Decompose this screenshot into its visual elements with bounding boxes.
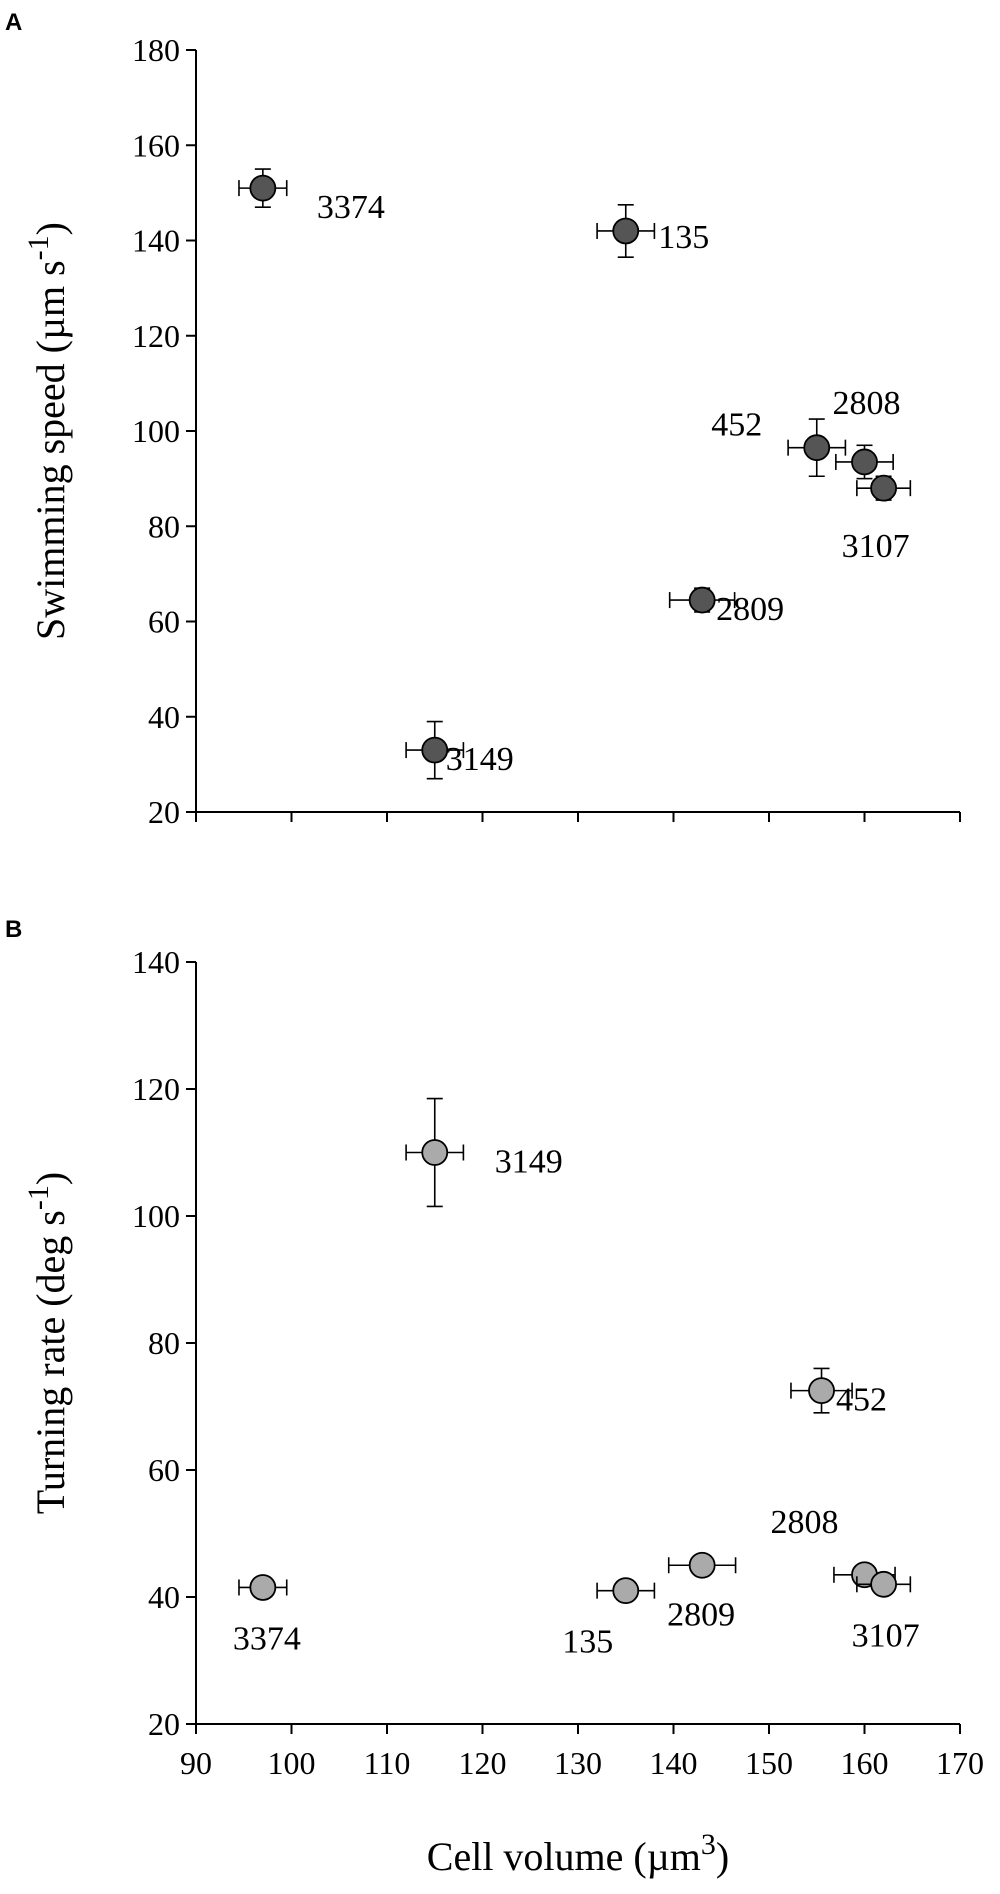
data-point-3107: 3107 <box>842 474 912 565</box>
y-tick-label: 60 <box>148 1452 180 1488</box>
point-label: 3374 <box>233 1620 301 1657</box>
data-point-2808: 2808 <box>771 1504 896 1589</box>
scatter-marker <box>870 1570 897 1598</box>
data-point-135: 135 <box>562 1577 656 1661</box>
point-label: 3374 <box>317 189 385 226</box>
x-axis-title: Cell volume (µm3) <box>427 1828 729 1879</box>
y-axis-title: Swimming speed (µm s-1) <box>22 222 73 640</box>
x-tick-label: 150 <box>745 1745 793 1781</box>
y-tick-label: 160 <box>132 127 180 163</box>
scatter-marker <box>421 736 449 764</box>
y-tick-label: 180 <box>132 32 180 68</box>
y-tick-label: 140 <box>132 944 180 980</box>
scatter-marker <box>851 448 878 476</box>
scatter-marker <box>803 434 831 462</box>
point-label: 135 <box>562 1624 613 1661</box>
point-label: 2808 <box>833 385 901 422</box>
x-tick-label: 130 <box>554 1745 602 1781</box>
point-label: 2808 <box>771 1504 839 1541</box>
data-point-2809: 2809 <box>667 1551 737 1633</box>
y-tick-label: 80 <box>148 508 180 544</box>
point-label: 452 <box>711 407 762 444</box>
point-label: 3107 <box>852 1617 920 1654</box>
scatter-marker <box>870 474 897 502</box>
point-label: 3107 <box>842 528 910 565</box>
panel-b: B 20 40 60 80 100 120 140 90 100 110 120 130 140 150 16… <box>5 916 984 1879</box>
scatter-marker <box>612 1577 640 1605</box>
x-tick-label: 110 <box>364 1745 411 1781</box>
data-point-452: 452 <box>711 407 847 478</box>
data-point-3149: 3149 <box>405 1097 563 1208</box>
y-tick-label: 140 <box>132 223 180 259</box>
y-tick-label: 80 <box>148 1325 180 1361</box>
x-tick-label: 140 <box>650 1745 698 1781</box>
panel-letter: A <box>5 9 22 36</box>
data-point-2808: 2808 <box>833 385 901 480</box>
y-axis-title: Turning rate (deg s-1) <box>22 1172 73 1514</box>
data-point-452: 452 <box>790 1367 887 1419</box>
point-label: 135 <box>658 219 709 256</box>
data-point-3374: 3374 <box>233 1574 301 1657</box>
data-point-2809: 2809 <box>668 586 784 628</box>
y-tick-label: 40 <box>148 1579 180 1615</box>
x-tick-label: 160 <box>841 1745 889 1781</box>
scatter-marker <box>612 217 640 245</box>
scatter-marker <box>249 174 277 202</box>
y-tick-label: 40 <box>148 699 180 735</box>
data-point-135: 135 <box>596 203 709 258</box>
data-point-3374: 3374 <box>238 168 385 226</box>
point-label: 452 <box>836 1382 887 1419</box>
x-tick-label: 170 <box>936 1745 984 1781</box>
data-point-3149: 3149 <box>405 720 514 780</box>
point-label: 3149 <box>446 741 514 778</box>
panel-letter: B <box>5 916 22 943</box>
point-label: 3149 <box>495 1144 563 1181</box>
y-tick-label: 100 <box>132 1198 180 1234</box>
panel-a: A 20 40 60 80 100 120 140 160 180 Swimming speed (… <box>5 9 961 830</box>
y-tick-label: 20 <box>148 1706 180 1742</box>
y-tick-label: 120 <box>132 1071 180 1107</box>
scatter-marker <box>808 1377 835 1405</box>
scatter-marker <box>421 1139 449 1166</box>
y-tick-label: 100 <box>132 413 180 449</box>
x-tick-label: 100 <box>268 1745 316 1781</box>
scatter-marker <box>688 1551 716 1579</box>
y-tick-label: 20 <box>148 794 180 830</box>
point-label: 2809 <box>716 591 784 628</box>
x-tick-label: 90 <box>180 1745 212 1781</box>
x-tick-label: 120 <box>459 1745 507 1781</box>
scatter-marker <box>688 586 716 614</box>
y-tick-label: 60 <box>148 604 180 640</box>
y-tick-label: 120 <box>132 318 180 354</box>
scatter-marker <box>249 1574 277 1601</box>
point-label: 2809 <box>667 1596 735 1633</box>
data-point-3107: 3107 <box>852 1570 920 1654</box>
